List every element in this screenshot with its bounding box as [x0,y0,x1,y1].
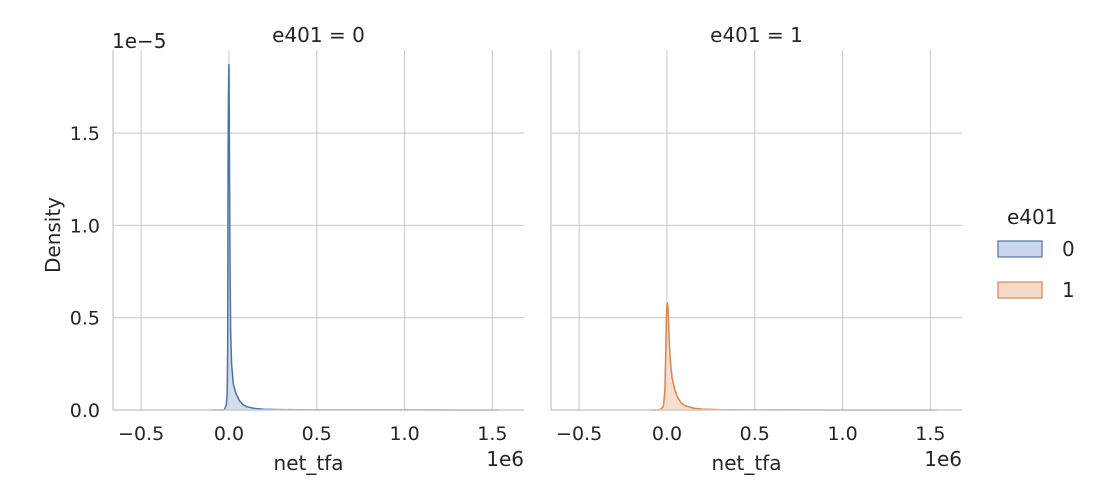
x-tick-label: 1.5 [915,423,945,445]
y-tick-label: 0.0 [70,400,100,422]
facet-panel-1: −0.5 0.0 0.5 1.0 1.5 e401 = 1 net_tfa 1e6 [550,23,962,475]
x-tick-label: 0.0 [214,423,244,445]
x-tick-label: 1.5 [477,423,507,445]
density-area-1 [649,302,937,410]
facet-title: e401 = 0 [272,23,365,47]
x-tick-label: 0.5 [302,423,332,445]
facet-panel-0: −0.5 0.0 0.5 1.0 1.5 0.0 0.5 1.0 1.5 e401 = 0 net_… [70,23,524,475]
x-tick-label: −0.5 [118,423,164,445]
x-tick-label: −0.5 [556,423,602,445]
y-offset-label: 1e−5 [112,29,167,53]
legend-label-0: 0 [1062,237,1075,261]
x-offset-label: 1e6 [924,447,962,471]
x-axis-label: net_tfa [274,451,344,475]
legend-swatch-0 [997,240,1043,258]
density-line-1 [649,302,937,411]
facet-title: e401 = 1 [710,23,803,47]
y-tick-label: 0.5 [70,308,100,330]
x-offset-label: 1e6 [486,447,524,471]
density-area-0 [211,64,499,411]
legend-label-1: 1 [1062,278,1075,302]
x-axis-label: net_tfa [712,451,782,475]
x-tick-label: 0.5 [740,423,770,445]
x-tick-label: 0.0 [652,423,682,445]
y-tick-label: 1.0 [70,215,100,237]
x-tick-label: 1.0 [389,423,419,445]
y-axis-label: Density [41,197,65,273]
panels: −0.5 0.0 0.5 1.0 1.5 0.0 0.5 1.0 1.5 e401 = 0 net_… [70,23,962,475]
legend: e401 0 1 [997,205,1075,302]
x-tick-label: 1.0 [827,423,857,445]
y-tick-label: 1.5 [70,123,100,145]
legend-title: e401 [1007,205,1057,229]
legend-swatch-1 [997,281,1043,299]
density-line-0 [211,64,499,411]
